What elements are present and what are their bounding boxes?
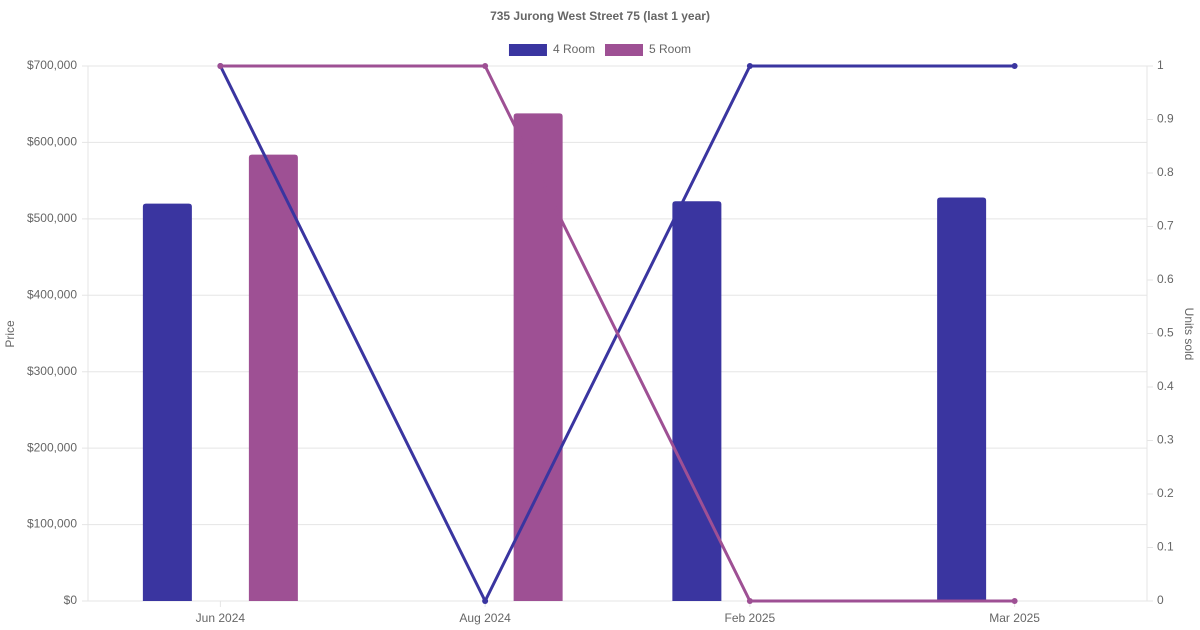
chart-title: 735 Jurong West Street 75 (last 1 year) bbox=[490, 9, 710, 23]
y-axis-label: Price bbox=[3, 320, 17, 348]
bar bbox=[248, 154, 298, 601]
y2-tick-label: 0.4 bbox=[1157, 379, 1174, 393]
x-tick-label: Feb 2025 bbox=[725, 611, 776, 625]
y-tick-label: $300,000 bbox=[27, 364, 77, 378]
units-point bbox=[217, 63, 224, 69]
units-point bbox=[482, 598, 489, 604]
legend-swatch bbox=[508, 44, 547, 56]
y-tick-label: $0 bbox=[64, 593, 78, 607]
units-point bbox=[1011, 63, 1018, 69]
y2-tick-label: 0.5 bbox=[1157, 326, 1174, 340]
y2-tick-label: 0.9 bbox=[1157, 112, 1174, 126]
y-tick-label: $700,000 bbox=[27, 58, 77, 72]
x-tick-label: Jun 2024 bbox=[196, 611, 246, 625]
bar bbox=[937, 197, 987, 601]
units-line bbox=[220, 64, 1015, 603]
bar bbox=[513, 113, 563, 601]
y-tick-label: $400,000 bbox=[27, 287, 77, 301]
y2-tick-label: 0.7 bbox=[1157, 219, 1174, 233]
y2-tick-label: 0.3 bbox=[1157, 433, 1174, 447]
y2-tick-label: 0.6 bbox=[1157, 272, 1174, 286]
y-tick-label: $200,000 bbox=[27, 440, 77, 454]
y2-tick-label: 0.8 bbox=[1157, 165, 1174, 179]
y-tick-label: $600,000 bbox=[27, 135, 77, 149]
x-tick-label: Mar 2025 bbox=[989, 611, 1040, 625]
y2-tick-label: 0.2 bbox=[1157, 486, 1174, 500]
legend-label: 4 Room bbox=[553, 42, 595, 56]
legend-swatch bbox=[605, 44, 643, 56]
y2-axis-label: Units sold bbox=[1182, 308, 1196, 361]
y2-tick-label: 0 bbox=[1157, 593, 1164, 607]
y-tick-label: $100,000 bbox=[27, 517, 77, 531]
y2-tick-label: 0.1 bbox=[1157, 540, 1174, 554]
legend-label: 5 Room bbox=[649, 42, 691, 56]
units-point bbox=[482, 63, 489, 69]
units-point bbox=[1011, 598, 1018, 604]
bar bbox=[142, 203, 192, 602]
y2-tick-label: 1 bbox=[1157, 58, 1164, 72]
y-tick-label: $500,000 bbox=[27, 211, 77, 225]
units-point bbox=[746, 63, 753, 69]
units-point bbox=[746, 598, 753, 604]
bar bbox=[672, 201, 722, 601]
x-tick-label: Aug 2024 bbox=[459, 611, 511, 625]
